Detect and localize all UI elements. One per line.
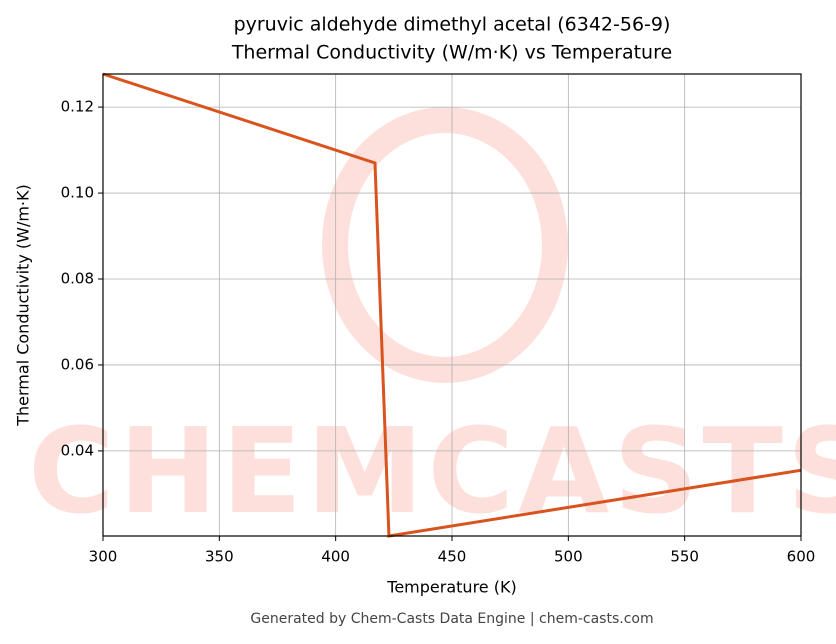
chart-title: pyruvic aldehyde dimethyl acetal (6342-5… xyxy=(234,14,671,36)
x-tick-label: 300 xyxy=(89,548,118,566)
x-tick-label: 500 xyxy=(554,548,583,566)
x-tick-label: 350 xyxy=(205,548,234,566)
watermark: CHEMCASTS xyxy=(28,402,836,540)
y-tick-label: 0.08 xyxy=(61,269,94,287)
footer: Generated by Chem-Casts Data Engine | ch… xyxy=(250,611,653,627)
x-tick-label: 600 xyxy=(787,548,816,566)
x-tick-label: 450 xyxy=(438,548,467,566)
y-axis-label: Thermal Conductivity (W/m·K) xyxy=(14,184,33,427)
x-tick-label: 400 xyxy=(321,548,350,566)
y-tick-label: 0.04 xyxy=(61,441,94,459)
y-tick-label: 0.10 xyxy=(61,184,94,202)
watermark-logo xyxy=(322,107,568,383)
plot-frame xyxy=(102,73,802,537)
data-line xyxy=(102,72,802,538)
x-axis-label: Temperature (K) xyxy=(386,578,516,597)
x-tick-label: 550 xyxy=(670,548,699,566)
y-tick-label: 0.12 xyxy=(61,98,94,116)
chart-subtitle: Thermal Conductivity (W/m·K) vs Temperat… xyxy=(231,42,672,64)
y-tick-label: 0.06 xyxy=(61,355,94,373)
